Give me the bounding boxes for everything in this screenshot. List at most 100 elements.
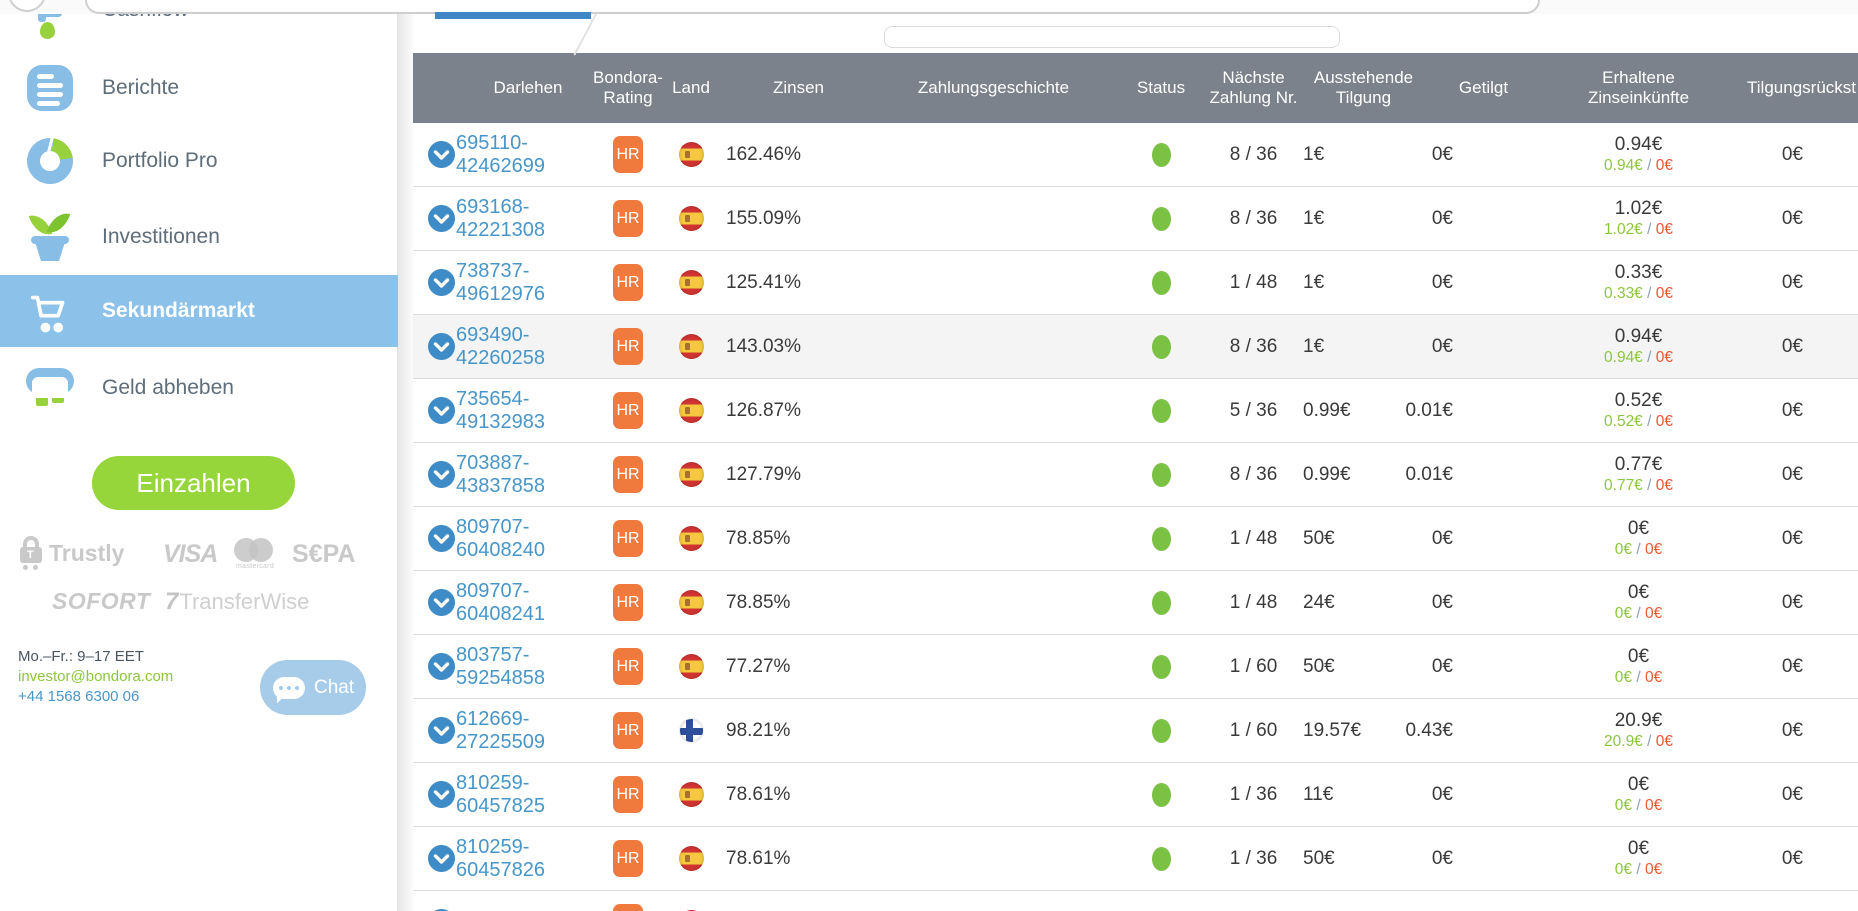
- loan-link[interactable]: 809707-60408241: [456, 579, 545, 625]
- sidebar-item-portfolio-pro[interactable]: Portfolio Pro: [0, 125, 398, 197]
- country-cell: [656, 763, 726, 826]
- sidebar-item-label: Sekundärmarkt: [102, 299, 255, 322]
- interest-received-breakdown: 1.02€ / 0€: [1604, 221, 1673, 239]
- expand-chevron-icon[interactable]: [428, 653, 455, 680]
- loan-link[interactable]: 612669-27225509: [456, 707, 545, 753]
- status-dot: [1151, 526, 1171, 551]
- interest-cell: 98.21%: [726, 719, 791, 741]
- loan-link[interactable]: 738737-49612976: [456, 259, 545, 305]
- country-flag-icon: [678, 398, 704, 423]
- interest-received-breakdown: 0.33€ / 0€: [1604, 285, 1673, 303]
- header-ausstehende-tilgung[interactable]: Ausstehende Tilgung: [1313, 67, 1414, 107]
- rating-badge: HR: [613, 712, 643, 749]
- status-cell: [1116, 443, 1206, 506]
- expand-chevron-icon[interactable]: [428, 781, 455, 808]
- sidebar-item-investitionen[interactable]: Investitionen: [0, 201, 398, 273]
- payment-history-cell: [871, 315, 1116, 378]
- interest-received-breakdown: 0.94€ / 0€: [1604, 157, 1673, 175]
- expand-chevron-icon[interactable]: [428, 717, 455, 744]
- table-row: 693490-42260258 HR 143.03% 8 / 36 1€ 0€ …: [413, 315, 1858, 379]
- status-cell: [1116, 763, 1206, 826]
- loan-link[interactable]: 803757-59254858: [456, 643, 545, 689]
- loan-cell: 809707-60408240: [456, 507, 600, 570]
- header-zinsen[interactable]: Zinsen: [772, 77, 825, 97]
- expand-chevron-icon[interactable]: [428, 397, 455, 424]
- header-land[interactable]: Land: [672, 77, 710, 97]
- payment-history-cell: [871, 123, 1116, 186]
- interest-received-value: 20.9€: [1614, 710, 1663, 732]
- country-flag-icon: [678, 462, 704, 487]
- rating-badge: HR: [613, 456, 643, 493]
- outstanding-principal-cell: 0.99€: [1303, 463, 1351, 485]
- next-payment-cell: [1206, 891, 1301, 911]
- rating-cell: HR: [600, 187, 656, 250]
- header-getilgt[interactable]: Getilgt: [1458, 77, 1509, 97]
- expand-cell: [413, 571, 456, 634]
- expand-chevron-icon[interactable]: [428, 205, 455, 232]
- arrears-cell: 0€: [1781, 655, 1803, 677]
- country-flag-icon: [678, 526, 704, 551]
- loan-link[interactable]: 810259-60457825: [456, 771, 545, 817]
- country-flag-icon: [678, 654, 704, 679]
- header-naechste-zahlung[interactable]: Nächste Zahlung Nr.: [1209, 67, 1298, 107]
- expand-cell: [413, 443, 456, 506]
- sidebar-item-berichte[interactable]: Berichte: [0, 52, 398, 124]
- header-zahlungsgeschichte[interactable]: Zahlungsgeschichte: [917, 77, 1070, 97]
- top-form-field-fragment: [85, 0, 1540, 14]
- support-phone[interactable]: +44 1568 6300 06: [18, 688, 140, 705]
- expand-chevron-icon[interactable]: [428, 589, 455, 616]
- next-payment-cell: 1 / 60: [1229, 655, 1278, 677]
- table-row: 738737-49612976 HR 125.41% 1 / 48 1€ 0€ …: [413, 251, 1858, 315]
- arrears-cell: 0€: [1781, 399, 1803, 421]
- header-status[interactable]: Status: [1136, 77, 1186, 97]
- report-icon: [26, 64, 74, 112]
- rating-cell: HR: [600, 571, 656, 634]
- expand-cell: [413, 635, 456, 698]
- expand-chevron-icon[interactable]: [428, 845, 455, 872]
- interest-received-value: 0.94€: [1614, 134, 1663, 156]
- loan-link[interactable]: 693490-42260258: [456, 323, 545, 369]
- interest-received-cell: 0€ 0€ / 0€: [1541, 571, 1706, 634]
- loan-link[interactable]: 693168-42221308: [456, 195, 545, 241]
- status-dot: [1151, 398, 1171, 423]
- status-dot: [1151, 846, 1171, 871]
- loan-link[interactable]: 695110-42462699: [456, 131, 545, 177]
- rating-cell: HR: [600, 763, 656, 826]
- expand-chevron-icon[interactable]: [428, 333, 455, 360]
- next-payment-cell: 1 / 60: [1229, 719, 1278, 741]
- expand-cell: [413, 763, 456, 826]
- support-email[interactable]: investor@bondora.com: [18, 668, 174, 685]
- header-erhaltene-zinseinkuenfte[interactable]: Erhaltene Zinseinkünfte: [1587, 67, 1690, 107]
- country-flag-icon: [678, 846, 704, 871]
- status-dot: [1151, 654, 1171, 679]
- loan-cell: 738737-49612976: [456, 251, 600, 314]
- interest-received-value: 0€: [1627, 838, 1650, 860]
- loan-link[interactable]: 735654-49132983: [456, 387, 545, 433]
- loan-link[interactable]: 703887-43837858: [456, 451, 545, 497]
- header-darlehen[interactable]: Darlehen: [493, 77, 563, 97]
- loan-link[interactable]: 809707-60408240: [456, 515, 545, 561]
- filter-box-fragment: [884, 26, 1340, 48]
- sidebar-item-sekundaermarkt[interactable]: Sekundärmarkt: [0, 275, 398, 347]
- repaid-cell: 0€: [1431, 143, 1453, 165]
- chat-button[interactable]: Chat: [260, 660, 366, 715]
- expand-chevron-icon[interactable]: [428, 525, 455, 552]
- deposit-button[interactable]: Einzahlen: [92, 456, 295, 510]
- header-tilgungsrueckstand[interactable]: Tilgungsrückst: [1747, 77, 1856, 97]
- sepa-logo: S€PA: [292, 540, 356, 568]
- country-cell: [656, 123, 726, 186]
- rating-badge: HR: [613, 840, 643, 877]
- expand-chevron-icon[interactable]: [428, 141, 455, 168]
- interest-cell: 143.03%: [726, 335, 802, 357]
- expand-chevron-icon[interactable]: [428, 461, 455, 488]
- interest-received-breakdown: 0.52€ / 0€: [1604, 413, 1673, 431]
- header-spacer: [413, 53, 456, 123]
- rating-cell: HR: [600, 891, 656, 911]
- expand-chevron-icon[interactable]: [428, 269, 455, 296]
- expand-cell: [413, 507, 456, 570]
- loan-link[interactable]: 810259-60457826: [456, 835, 545, 881]
- country-cell: [656, 507, 726, 570]
- sidebar-item-geld-abheben[interactable]: Geld abheben: [0, 352, 398, 424]
- next-payment-cell: 1 / 36: [1229, 847, 1278, 869]
- header-bondora-rating[interactable]: Bondora-Rating: [593, 67, 663, 107]
